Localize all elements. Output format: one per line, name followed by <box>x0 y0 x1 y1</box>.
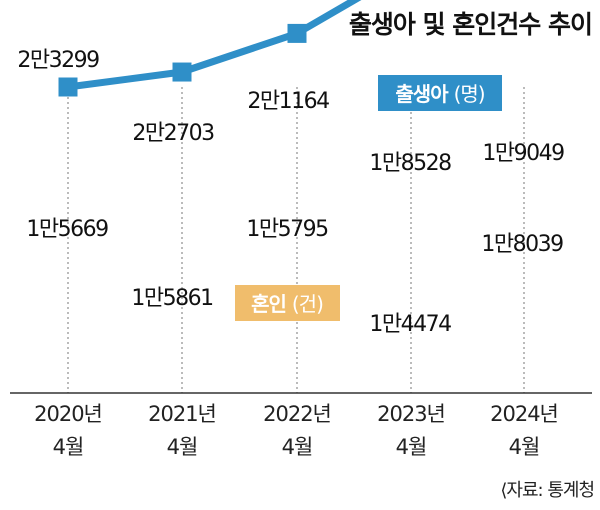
svg-text:혼인 (건): 혼인 (건) <box>251 292 323 316</box>
value-label-birth: 2만2703 <box>132 121 214 146</box>
x-tick-year: 2020년 <box>34 402 102 426</box>
legend-birth-box <box>378 75 502 111</box>
legend-marriage-name: 혼인 <box>251 292 286 316</box>
value-label-birth: 1만9049 <box>482 141 564 166</box>
chart-title: 출생아 및 혼인건수 추이 <box>349 10 592 39</box>
series-layer <box>58 0 362 97</box>
value-label-marriage: 1만5795 <box>246 217 328 242</box>
value-label-marriage: 1만4474 <box>369 312 451 337</box>
legend-marriage-unit: (건) <box>292 292 323 316</box>
value-label-marriage: 1만5669 <box>26 217 108 242</box>
legend-marriage-box <box>235 285 340 321</box>
value-label-birth: 2만1164 <box>247 89 329 114</box>
value-label-marriage: 1만8039 <box>481 232 563 257</box>
value-label-birth: 1만8528 <box>369 151 451 176</box>
x-tick-year: 2024년 <box>490 402 558 426</box>
x-tick-year: 2021년 <box>148 402 216 426</box>
x-tick-year: 2023년 <box>377 402 445 426</box>
data-point-birth <box>172 62 192 82</box>
x-tick-month: 4월 <box>167 435 198 459</box>
value-label-birth: 2만3299 <box>17 48 99 73</box>
x-tick-labels: 2020년 4월 2021년 4월 2022년 4월 2023년 4월 2024년 4월 <box>34 402 559 459</box>
legend-birth-unit: (명) <box>454 82 485 106</box>
data-point-birth <box>287 23 307 43</box>
x-tick-month: 4월 <box>509 435 540 459</box>
x-tick-month: 4월 <box>53 435 84 459</box>
legend-birth: 출생아 (명) <box>378 75 502 111</box>
data-point-birth <box>58 77 78 97</box>
value-label-marriage: 1만5861 <box>131 286 212 311</box>
x-tick-year: 2022년 <box>263 402 331 426</box>
legend-birth-name: 출생아 <box>395 82 449 106</box>
x-tick-month: 4월 <box>282 435 313 459</box>
source-note: ⟨자료: 통계청 <box>500 480 594 501</box>
value-labels: 2만3299 2만2703 2만1164 1만8528 1만9049 1만5669 1만58… <box>17 48 565 337</box>
legend-marriage: 혼인 (건) <box>235 285 340 321</box>
gridlines <box>67 87 525 393</box>
svg-text:출생아 (명): 출생아 (명) <box>395 82 484 106</box>
x-tick-month: 4월 <box>396 435 427 459</box>
